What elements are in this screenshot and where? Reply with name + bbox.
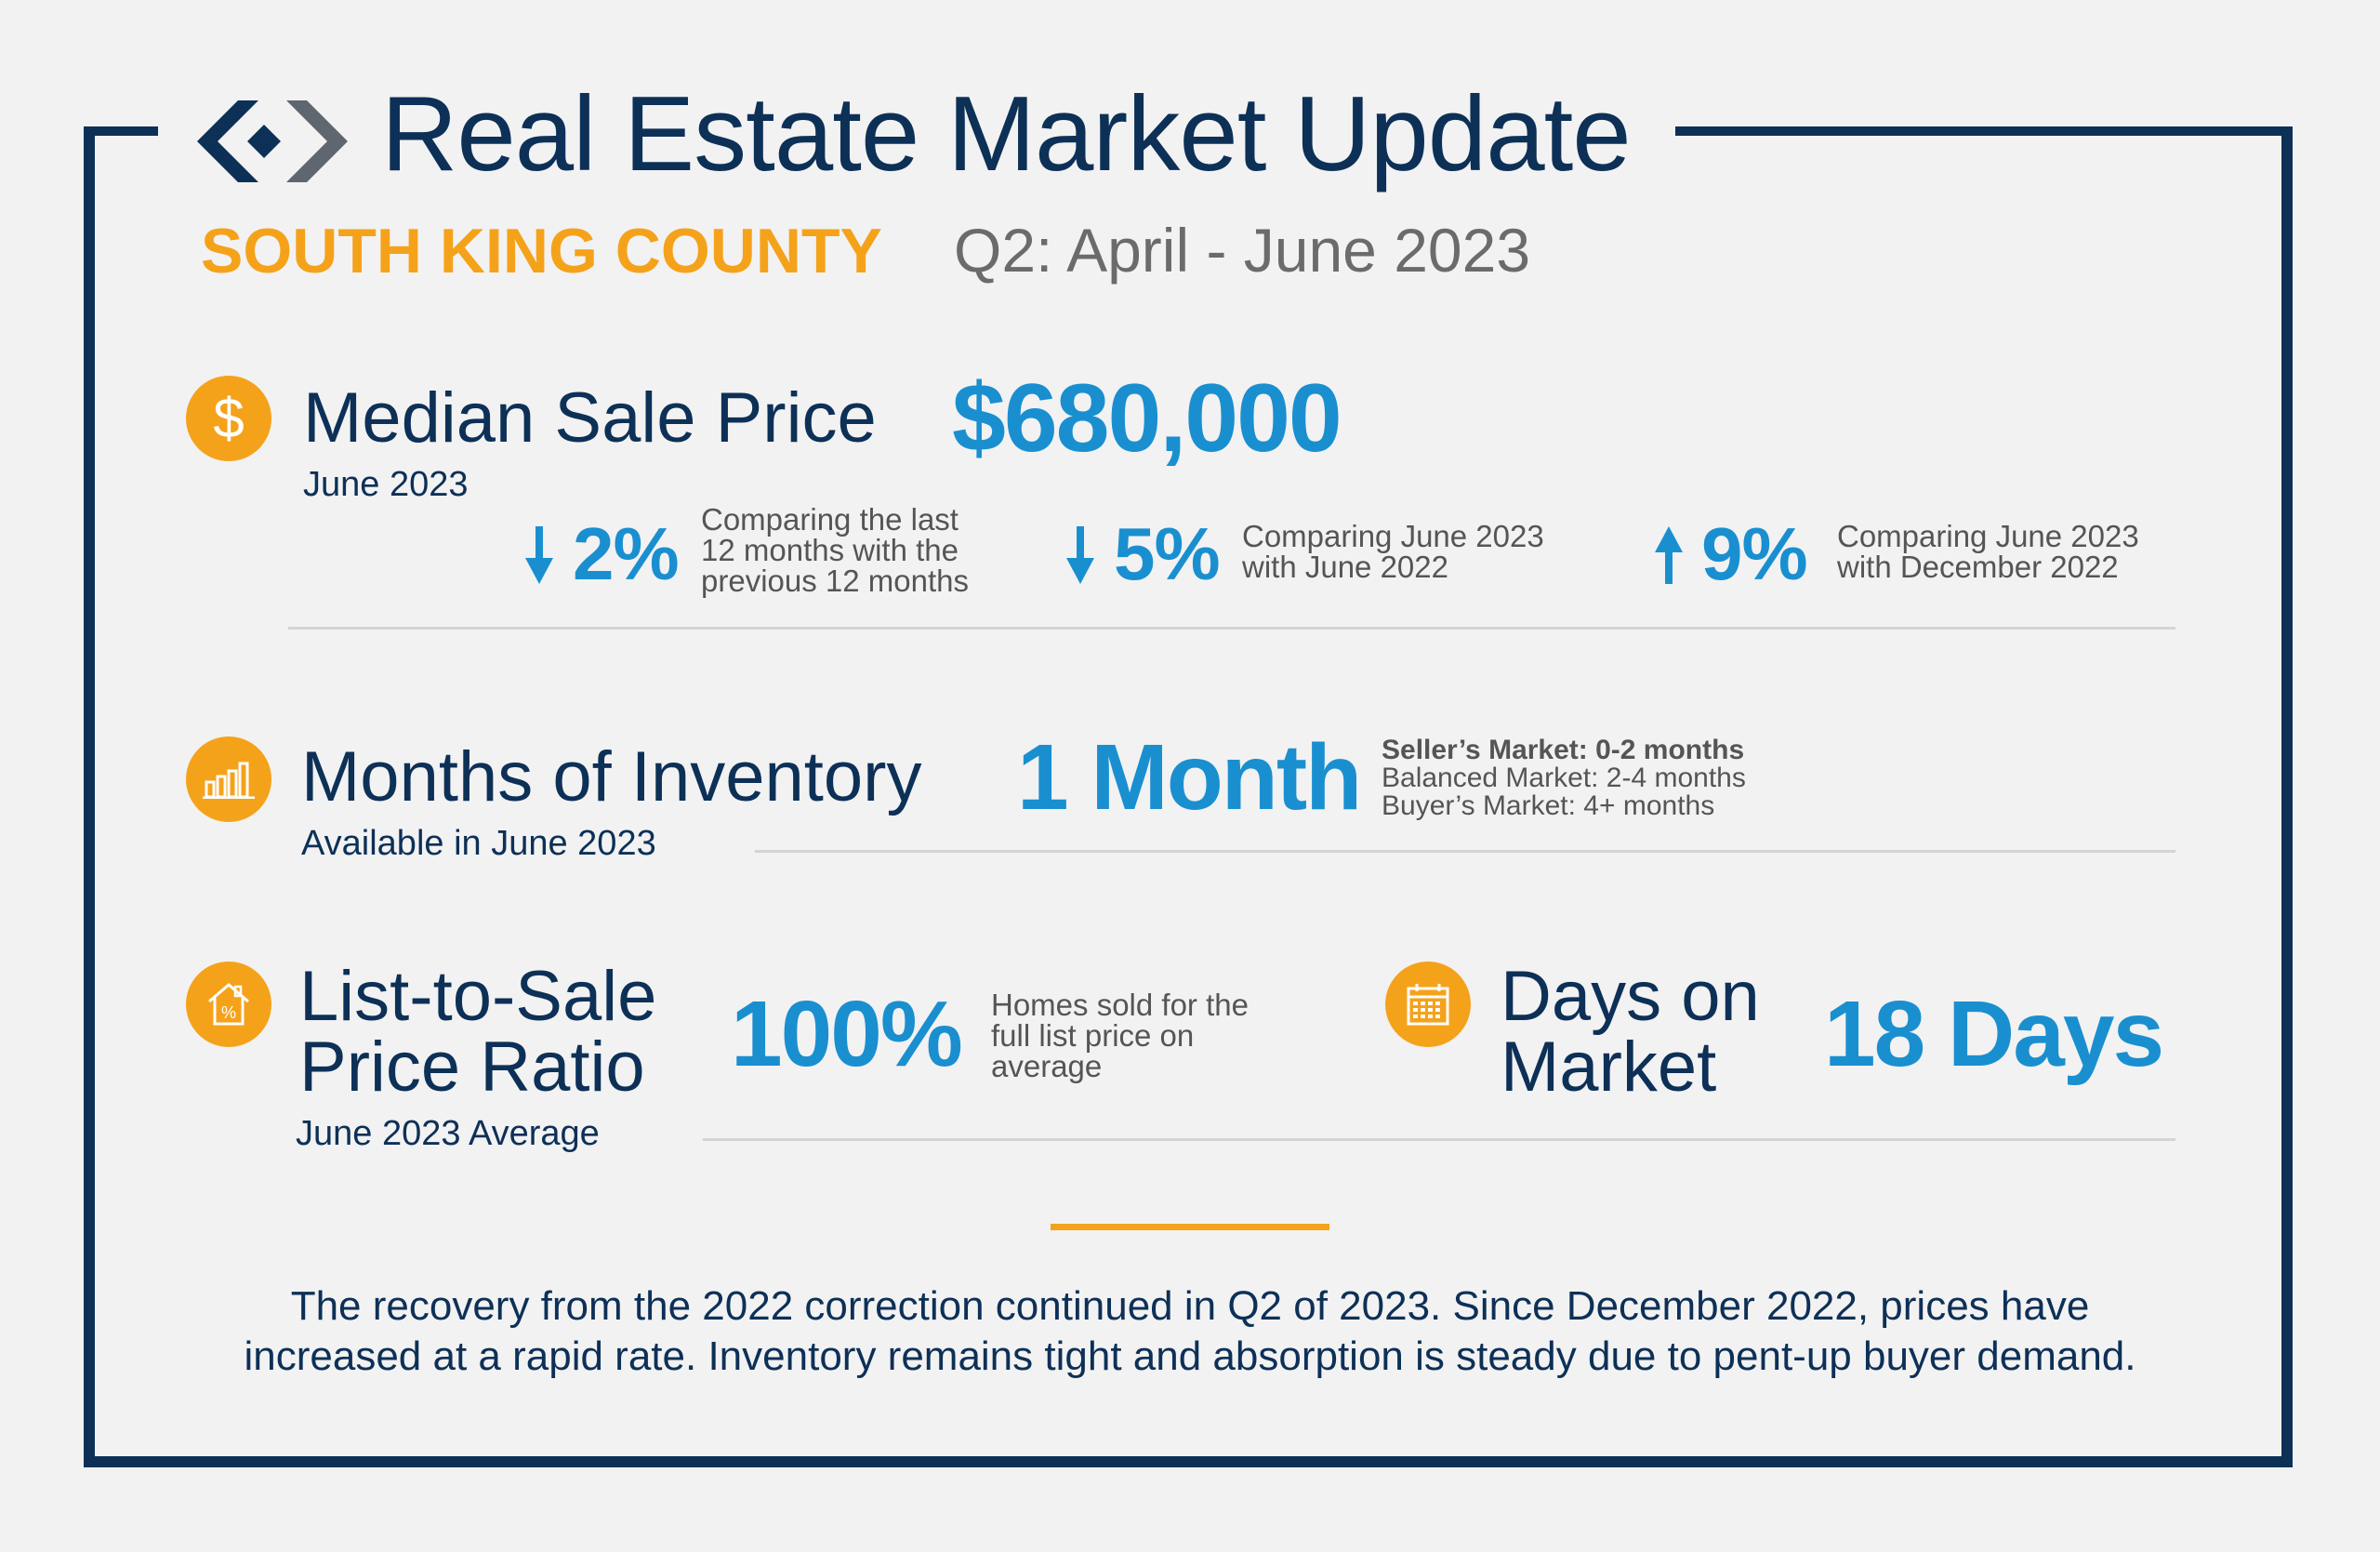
arrow-up-icon [1655, 526, 1683, 584]
days-on-market-title-line: Days on [1501, 957, 1760, 1036]
summary-line: The recovery from the 2022 correction co… [290, 1283, 2090, 1329]
list-to-sale-subtitle: June 2023 Average [296, 1114, 600, 1153]
list-to-sale-note-line: average [991, 1049, 1103, 1083]
comparison-3-note: Comparing June 2023 with December 2022 [1837, 521, 2139, 582]
frame-top-right [1675, 126, 2293, 136]
comparison-1-value: 2% [573, 512, 680, 595]
months-of-inventory-value: 1 Month [1017, 725, 1362, 829]
summary-text: The recovery from the 2022 correction co… [121, 1281, 2259, 1381]
buyers-market-label: Buyer’s Market: 4+ months [1382, 790, 1715, 821]
calendar-icon [1385, 962, 1471, 1047]
divider [288, 627, 2175, 630]
comparison-3-note-line: Comparing June 2023 [1837, 519, 2139, 553]
months-of-inventory-subtitle: Available in June 2023 [301, 824, 656, 863]
frame-top-left [84, 126, 158, 136]
list-to-sale-title: List-to-Sale Price Ratio [299, 962, 656, 1103]
list-to-sale-title-line: Price Ratio [299, 1028, 645, 1107]
frame-right [2281, 126, 2293, 1467]
bar-chart-icon [186, 736, 271, 822]
summary-line: increased at a rapid rate. Inventory rem… [244, 1333, 2136, 1379]
list-to-sale-title-line: List-to-Sale [299, 957, 657, 1036]
days-on-market-title-line: Market [1501, 1028, 1717, 1107]
list-to-sale-note-line: full list price on [991, 1018, 1195, 1053]
days-on-market-value: 18 Days [1824, 982, 2164, 1086]
page-title: Real Estate Market Update [381, 75, 1632, 193]
house-percent-icon: % [186, 962, 271, 1047]
comparison-3-value: 9% [1701, 512, 1808, 595]
comparison-1-note-line: Comparing the last [701, 502, 959, 537]
list-to-sale-value: 100% [731, 982, 963, 1086]
county-label: SOUTH KING COUNTY [201, 216, 882, 286]
comparison-1-note: Comparing the last 12 months with the pr… [701, 504, 969, 596]
comparison-3-note-line: with December 2022 [1837, 550, 2119, 584]
days-on-market-title: Days on Market [1501, 962, 1760, 1103]
svg-text:%: % [221, 1003, 236, 1022]
comparison-1-note-line: 12 months with the [701, 533, 959, 567]
dollar-icon: $ [186, 376, 271, 461]
comparison-2-note: Comparing June 2023 with June 2022 [1242, 521, 1544, 582]
divider [755, 850, 2175, 853]
frame-bottom [84, 1456, 2293, 1467]
median-sale-price-subtitle: June 2023 [303, 465, 469, 504]
arrow-down-icon [1066, 526, 1094, 584]
accent-divider [1051, 1224, 1329, 1230]
frame-left [84, 126, 95, 1467]
arrow-down-icon [525, 526, 553, 584]
median-sale-price-value: $680,000 [952, 365, 1342, 472]
list-to-sale-note: Homes sold for the full list price on av… [991, 989, 1249, 1081]
months-of-inventory-title: Months of Inventory [301, 737, 922, 816]
comparison-1-note-line: previous 12 months [701, 564, 969, 598]
market-legend: Seller’s Market: 0-2 months Balanced Mar… [1382, 736, 1746, 820]
comparison-2-note-line: with June 2022 [1242, 550, 1448, 584]
list-to-sale-note-line: Homes sold for the [991, 988, 1249, 1022]
divider [703, 1138, 2175, 1141]
comparison-2-value: 5% [1114, 512, 1221, 595]
quarter-label: Q2: April - June 2023 [954, 216, 1531, 285]
sellers-market-label: Seller’s Market: 0-2 months [1382, 735, 1745, 765]
median-sale-price-title: Median Sale Price [303, 378, 877, 458]
brand-logo-icon [197, 100, 348, 182]
balanced-market-label: Balanced Market: 2-4 months [1382, 763, 1746, 793]
comparison-2-note-line: Comparing June 2023 [1242, 519, 1544, 553]
